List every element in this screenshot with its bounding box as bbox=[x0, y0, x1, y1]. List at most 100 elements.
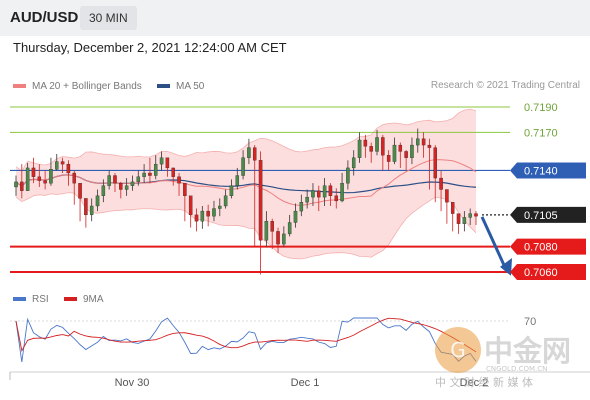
header-bar: AUD/USD 30 MIN bbox=[0, 0, 590, 36]
cngold-logo-icon bbox=[435, 327, 481, 373]
candle-body bbox=[398, 144, 403, 152]
bollinger-upper-line bbox=[15, 108, 477, 172]
candle-body bbox=[270, 221, 274, 232]
chart-datetime: Thursday, December 2, 2021 12:24:00 AM C… bbox=[13, 40, 287, 55]
candle-body bbox=[194, 214, 199, 222]
candle-body bbox=[212, 208, 216, 217]
rsi-70-label: 70 bbox=[524, 316, 536, 328]
9ma-swatch bbox=[64, 297, 77, 302]
candle-body bbox=[369, 146, 373, 152]
candle-body bbox=[381, 137, 385, 156]
candle-body bbox=[43, 180, 47, 184]
candle-body bbox=[392, 144, 397, 162]
candle-body bbox=[427, 144, 432, 148]
candle-body bbox=[264, 221, 269, 241]
timeframe-button[interactable]: 30 MIN bbox=[80, 6, 137, 30]
rsi-legend-label: RSI bbox=[32, 294, 49, 305]
candle-body bbox=[119, 183, 123, 190]
candle-body bbox=[235, 175, 240, 186]
candle-body bbox=[66, 163, 71, 174]
candle-body bbox=[357, 139, 362, 158]
candle-body bbox=[113, 175, 117, 184]
ma50-swatch bbox=[157, 84, 170, 89]
candle-body bbox=[340, 183, 344, 202]
price-label-0-7170: 0.7170 bbox=[524, 127, 558, 139]
price-label-0-7190: 0.7190 bbox=[524, 102, 558, 114]
candle-body bbox=[468, 213, 472, 218]
candle-body bbox=[375, 137, 379, 152]
price-tag-0-7060 bbox=[510, 264, 586, 280]
candle-body bbox=[136, 176, 141, 183]
candle-body bbox=[20, 181, 24, 191]
candle-body bbox=[247, 147, 251, 158]
candle-body bbox=[252, 147, 257, 161]
candle-body bbox=[25, 167, 30, 191]
candle-body bbox=[322, 185, 327, 198]
candle-body bbox=[421, 138, 426, 146]
rsi-9ma-line bbox=[15, 317, 477, 353]
legend-9ma: 9MA bbox=[64, 294, 104, 305]
candle-body bbox=[223, 195, 228, 207]
candle-body bbox=[177, 176, 181, 184]
candle-body bbox=[183, 183, 187, 196]
candle-body bbox=[55, 161, 59, 170]
candle-body bbox=[445, 189, 449, 203]
legend-rsi: RSI bbox=[13, 294, 49, 305]
candle-body bbox=[241, 157, 245, 176]
price-label-0-7060: 0.7060 bbox=[524, 267, 558, 279]
rsi-line bbox=[15, 317, 477, 363]
candle-body bbox=[206, 210, 210, 217]
candle-body bbox=[416, 138, 420, 146]
9ma-legend-label: 9MA bbox=[83, 294, 104, 305]
candle-body bbox=[14, 181, 18, 188]
cngold-logo-glyph: G bbox=[450, 338, 466, 362]
research-credit: Research © 2021 Trading Central bbox=[430, 80, 580, 91]
candle-body bbox=[124, 185, 129, 190]
candle-body bbox=[450, 202, 455, 214]
candle-body bbox=[462, 217, 467, 224]
candle-body bbox=[188, 195, 193, 216]
x-tick-label-2: Dec 2 bbox=[460, 377, 489, 389]
candle-body bbox=[107, 175, 111, 186]
candle-body bbox=[84, 198, 88, 216]
legend-ma20-bollinger: MA 20 + Bollinger Bands bbox=[13, 81, 142, 92]
x-tick-label-0: Nov 30 bbox=[115, 377, 150, 389]
candle-body bbox=[410, 144, 414, 158]
candle-body bbox=[439, 177, 443, 190]
candle-body bbox=[334, 195, 339, 202]
price-tag-0-7080 bbox=[510, 238, 586, 255]
price-tag-0-7105 bbox=[510, 206, 586, 223]
price-label-0-7080: 0.7080 bbox=[524, 242, 558, 254]
watermark-brand: 中金网 bbox=[484, 334, 571, 368]
candle-body bbox=[386, 155, 391, 162]
forecast-arrow bbox=[480, 216, 508, 271]
ma20-line bbox=[15, 159, 477, 206]
price-tag-0-7140 bbox=[510, 162, 586, 179]
candle-body bbox=[148, 172, 152, 176]
candle-body bbox=[37, 176, 42, 181]
candle-body bbox=[474, 213, 478, 217]
candle-body bbox=[317, 190, 321, 198]
candle-body bbox=[328, 185, 333, 196]
watermark-tagline: 中 文 财 经 新 媒 体 bbox=[435, 375, 533, 389]
candle-body bbox=[60, 161, 65, 165]
candle-body bbox=[31, 167, 36, 177]
ma50-legend-label: MA 50 bbox=[176, 81, 205, 92]
candle-body bbox=[404, 151, 408, 158]
forecast-arrowhead bbox=[500, 258, 512, 276]
rsi-swatch bbox=[13, 297, 26, 302]
candle-body bbox=[89, 205, 94, 216]
candle-body bbox=[72, 172, 76, 184]
candle-body bbox=[287, 222, 292, 235]
candle-body bbox=[293, 210, 298, 223]
candle-body bbox=[78, 183, 82, 199]
ma20-legend-label: MA 20 + Bollinger Bands bbox=[32, 81, 142, 92]
candle-body bbox=[346, 167, 350, 184]
candle-body bbox=[200, 210, 205, 222]
candle-body bbox=[130, 181, 135, 186]
price-label-0-7140: 0.7140 bbox=[524, 165, 558, 177]
candle-body bbox=[49, 169, 53, 184]
bollinger-band-area bbox=[16, 109, 476, 259]
legend-ma50: MA 50 bbox=[157, 81, 204, 92]
